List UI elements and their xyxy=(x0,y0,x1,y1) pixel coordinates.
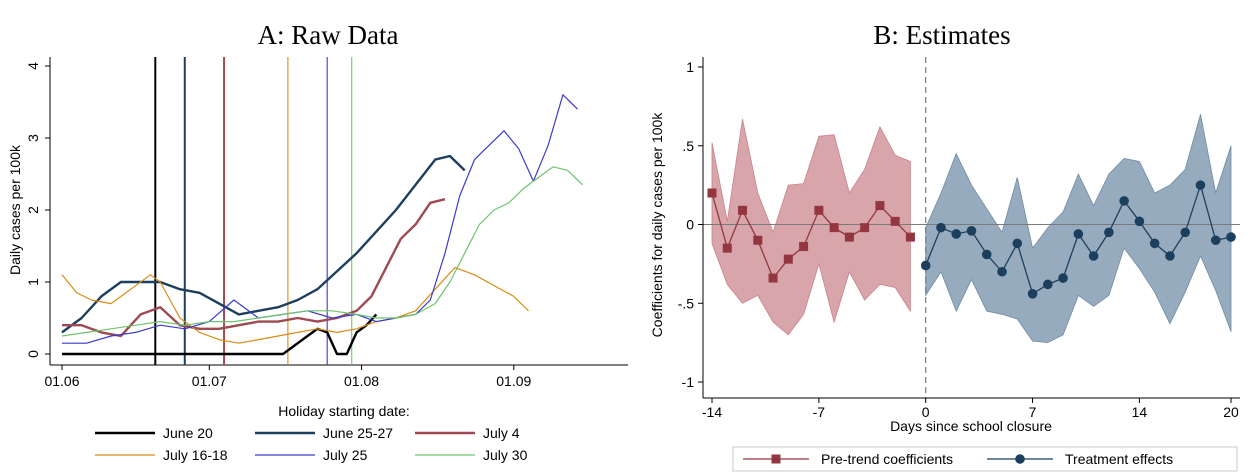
treatment-marker xyxy=(1226,232,1236,242)
panel-a-legend-title: Holiday starting date: xyxy=(278,403,410,419)
treatment-marker xyxy=(981,249,992,260)
treatment-marker xyxy=(1134,216,1145,227)
panel-a-y-tick-label: 2 xyxy=(25,206,41,214)
treatment-marker xyxy=(1210,235,1221,246)
treatment-marker xyxy=(1104,227,1114,238)
panel-b-x-tick-label: 7 xyxy=(1029,404,1037,420)
legend-label: Pre-trend coefficients xyxy=(821,451,953,467)
panel-b-ylabel: Coefficients for daily cases per 100k xyxy=(649,112,665,338)
panel-a-ylabel: Daily cases per 100k xyxy=(7,144,23,275)
panel-a-title: A: Raw Data xyxy=(258,20,399,50)
series-line xyxy=(62,94,579,344)
pretrend-marker xyxy=(722,243,732,253)
treatment-marker xyxy=(1043,279,1053,290)
legend-marker xyxy=(1015,454,1025,464)
treatment-marker xyxy=(1149,238,1160,249)
panel-b-x-tick-label: -14 xyxy=(702,404,722,420)
panel-a-x-tick-label: 01.09 xyxy=(496,373,531,389)
legend-label: June 25-27 xyxy=(323,425,393,441)
treatment-marker xyxy=(966,226,977,236)
legend-label: Treatment effects xyxy=(1065,451,1173,467)
treatment-marker xyxy=(920,260,931,271)
legend-label: July 30 xyxy=(483,447,528,463)
pretrend-marker xyxy=(753,235,763,245)
pretrend-marker xyxy=(890,216,900,226)
panel-b-y-tick-label: 1 xyxy=(686,59,694,75)
panel-b-x-tick-label: -7 xyxy=(813,404,826,420)
panel-b-x-tick-label: 14 xyxy=(1132,404,1148,420)
panel-b-legend: Pre-trend coefficients Treatment effects xyxy=(732,446,1238,472)
pretrend-marker xyxy=(707,188,717,198)
panel-a-chart: 0 1 2 3 4 01.06 01.07 01.08 01.09 xyxy=(25,57,628,389)
panel-b-x-tick-label: 20 xyxy=(1223,404,1239,420)
panel-b-y-tick-label: -1 xyxy=(682,374,695,390)
treatment-marker xyxy=(1012,238,1023,249)
panel-b-chart: -1 -.5 0 .5 1 -14 -7 0 7 14 20 xyxy=(678,57,1240,420)
legend-box xyxy=(732,446,1238,472)
pretrend-marker xyxy=(783,254,793,264)
panel-b-y-tick-label: .5 xyxy=(682,138,694,154)
pretrend-marker xyxy=(814,205,824,215)
treatment-marker xyxy=(1119,196,1129,206)
pretrend-marker xyxy=(829,223,839,233)
panel-b-y-tick-label: 0 xyxy=(686,217,694,233)
pretrend-marker xyxy=(844,232,854,242)
pretrend-marker xyxy=(860,223,870,233)
panel-a-y-tick-label: 4 xyxy=(25,62,41,70)
legend-label: July 25 xyxy=(323,447,368,463)
panel-a-y-tick-label: 3 xyxy=(25,134,41,142)
panel-b-y-tick-label: -.5 xyxy=(678,295,695,311)
pretrend-marker xyxy=(768,273,778,283)
pretrend-marker xyxy=(905,232,915,242)
treatment-marker xyxy=(1165,251,1175,261)
treatment-marker xyxy=(1027,289,1038,299)
legend-marker xyxy=(771,454,781,464)
series-line xyxy=(62,313,378,356)
panel-b-x-tick-label: 0 xyxy=(922,404,930,420)
legend-label: July 16-18 xyxy=(163,447,228,463)
confidence-band xyxy=(925,114,1232,344)
panel-a-y-tick-label: 1 xyxy=(25,278,41,286)
treatment-marker xyxy=(1058,273,1068,283)
panel-b-xlabel: Days since school closure xyxy=(890,418,1052,434)
treatment-marker xyxy=(936,222,946,233)
panel-a-y-tick-label: 0 xyxy=(25,350,41,358)
series-line xyxy=(61,267,529,344)
treatment-marker xyxy=(1195,180,1206,190)
treatment-marker xyxy=(951,229,962,239)
treatment-marker xyxy=(1073,229,1084,239)
pretrend-marker xyxy=(799,242,809,252)
pretrend-marker xyxy=(875,201,885,211)
series-line xyxy=(61,154,466,334)
legend-label: July 4 xyxy=(483,425,520,441)
treatment-marker xyxy=(1088,251,1099,261)
treatment-marker xyxy=(1180,227,1191,238)
pretrend-marker xyxy=(738,205,748,215)
treatment-marker xyxy=(997,266,1007,277)
legend-label: June 20 xyxy=(163,425,213,441)
panel-a-x-tick-label: 01.07 xyxy=(192,373,227,389)
panel-a-x-tick-label: 01.06 xyxy=(44,373,79,389)
series-line xyxy=(61,166,583,337)
series-line xyxy=(62,198,446,338)
panel-a-x-tick-label: 01.08 xyxy=(344,373,379,389)
panel-b-title: B: Estimates xyxy=(873,20,1010,50)
panel-a-legend: June 20 June 25-27 July 4 July 16-18 July 25… xyxy=(95,425,528,463)
